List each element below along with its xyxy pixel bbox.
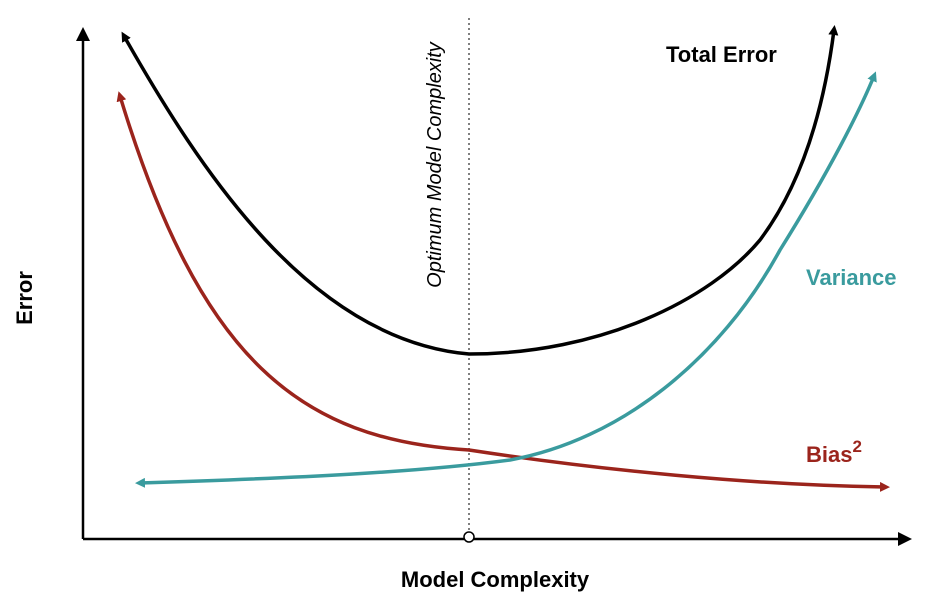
- bias-label-text: Bias: [806, 442, 852, 467]
- optimum-label: Optimum Model Complexity: [424, 41, 446, 288]
- variance-curve: [135, 71, 877, 488]
- total-error-curve: [121, 25, 839, 356]
- y-axis-label: Error: [12, 271, 37, 325]
- bias-label: Bias2: [806, 437, 862, 467]
- optimum-marker: [463, 531, 475, 543]
- total-error-label: Total Error: [666, 42, 777, 67]
- bias-label-superscript: 2: [852, 437, 861, 456]
- variance-label: Variance: [806, 265, 897, 290]
- bias-curve: [116, 91, 890, 492]
- x-axis-label: Model Complexity: [401, 567, 590, 592]
